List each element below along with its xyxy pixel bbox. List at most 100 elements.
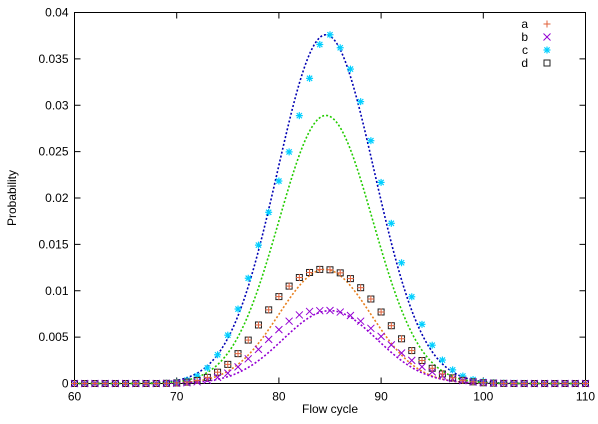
point-c-d2 [265,209,272,216]
point-c-d2 [286,148,293,155]
point-c [254,241,262,249]
point-a [91,380,99,387]
point-c-d2 [316,41,323,48]
point-a [428,364,436,372]
tick-marks: 60 70 80 90 100 110 0 0.005 0.01 0.015 0.02 0.025 0.… [38,6,595,404]
point-c-d2 [255,242,262,249]
point-b [254,345,263,354]
point-c [428,341,436,349]
point-a [377,308,385,316]
point-c [377,178,385,186]
point-a [367,295,375,303]
point-b [397,349,406,357]
point-a [551,380,559,387]
legend-label-a: a [521,17,528,31]
point-a [173,379,181,387]
point-b [275,325,283,334]
point-b-d2 [295,311,304,319]
legend-marker-b [543,33,551,41]
point-b [336,308,345,316]
point-c-d2 [357,98,364,105]
point-b [418,362,426,371]
point-c [449,366,457,374]
point-c [265,208,273,216]
point-c [306,74,314,82]
point-c-d2 [234,305,242,313]
point-b-d2 [428,368,437,376]
point-b [428,368,437,376]
y-tick-label: 0 [62,377,69,391]
point-a [398,335,406,343]
point-a [254,321,262,329]
legend-label-c: c [522,43,528,57]
point-a [234,350,242,358]
point-c-d2 [245,275,252,282]
point-a [142,380,150,387]
point-c [214,351,222,359]
point-b-d2 [264,335,273,344]
point-a [530,380,538,387]
point-b-d2 [315,306,324,315]
point-a [336,269,344,277]
point-a [285,282,293,290]
point-b [356,317,365,326]
y-tick-label: 0.005 [38,330,68,344]
point-a [316,265,324,273]
point-b [387,341,396,349]
point-c-d2 [306,75,313,82]
fit-curve-d [74,114,586,385]
point-b-d2 [285,317,293,326]
point-c-d2 [347,66,354,73]
point-c-d2 [388,220,395,227]
point-c [244,274,252,282]
point-a [357,284,365,292]
point-b-d2 [387,341,396,349]
y-tick-label: 0.03 [45,98,69,112]
point-c [418,320,426,328]
point-a [224,360,232,368]
point-b-d2 [254,345,263,354]
x-tick-label: 90 [374,390,388,404]
y-axis-label: Probability [5,170,19,226]
x-axis-label: Flow cycle [302,402,358,416]
point-a [244,336,252,344]
point-b-d2 [418,362,426,371]
fit-curve-b [74,309,586,385]
point-a [275,293,283,301]
point-a [459,376,467,384]
point-a [81,380,89,387]
point-c [357,98,365,106]
point-b-d2 [223,369,232,377]
series-d [71,265,589,387]
legend-marker-d [543,59,551,67]
point-b-d2 [346,311,355,320]
point-c [387,219,395,227]
point-a [101,380,109,387]
point-c [285,148,293,156]
point-b [234,363,242,371]
point-a [561,380,569,387]
point-a [265,306,273,314]
point-a [571,380,579,387]
point-c [336,44,344,52]
data-markers [70,31,590,388]
point-c-d2 [296,112,303,119]
point-a [408,347,416,355]
point-b [213,373,222,382]
point-c [203,364,211,372]
point-b-d2 [407,356,416,365]
point-a [520,380,528,387]
point-c [224,331,232,339]
point-a [326,266,334,274]
point-c-d2 [326,31,334,38]
x-tick-label: 80 [272,390,286,404]
point-c-d2 [429,342,436,349]
point-b-d2 [336,308,345,316]
x-tick-label: 60 [68,390,82,404]
point-c [367,137,375,145]
point-b [367,324,375,333]
point-b [264,335,273,344]
series-b [70,306,590,388]
